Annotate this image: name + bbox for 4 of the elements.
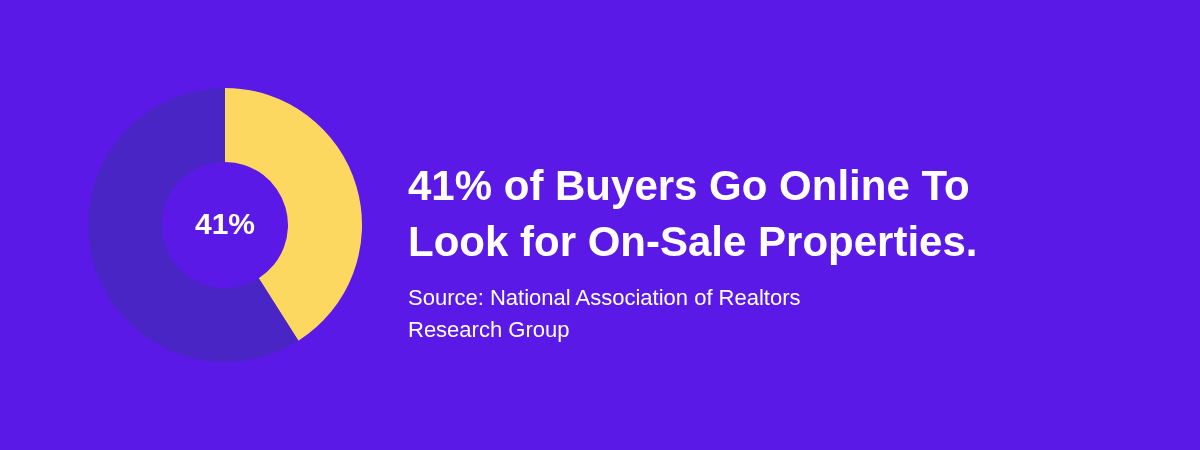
donut-slice [88,88,299,362]
data-label: 41% [194,207,256,240]
text: 41% of Buyers Go Online To Look for On-Sale Properties. [408,162,978,265]
source-note: Source: National Association of Realtors Research Group [408,285,801,342]
